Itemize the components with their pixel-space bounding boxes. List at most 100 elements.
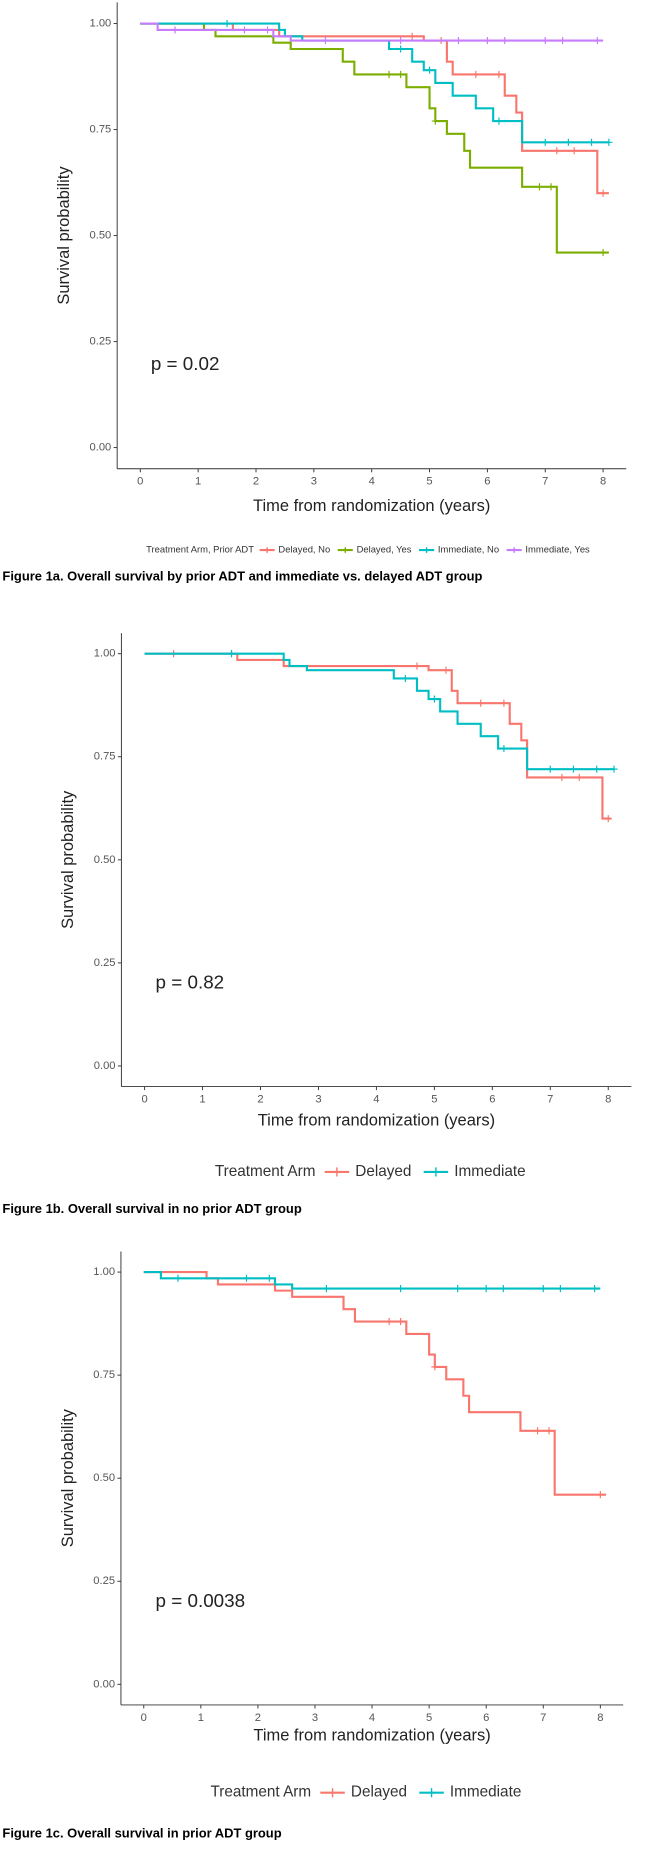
legend-label: Delayed, Yes [357, 544, 412, 555]
censor-mark [593, 765, 601, 773]
x-tick-label: 0 [137, 476, 143, 488]
censor-mark [430, 695, 438, 703]
censor-mark [431, 117, 439, 125]
legend: Treatment Arm Delayed Immediate [215, 1163, 526, 1180]
legend-swatch-mark [423, 547, 430, 553]
legend-label: Immediate, Yes [525, 544, 590, 555]
x-tick-label: 2 [255, 1712, 261, 1724]
x-tick-label: 7 [540, 1712, 546, 1724]
y-tick-label: 0.50 [94, 854, 116, 866]
y-tick-label: 1.00 [90, 18, 112, 30]
y-tick-label: 0.75 [94, 751, 116, 763]
censor-mark [385, 70, 393, 78]
y-tick-label: 0.25 [94, 957, 116, 969]
p-value: p = 0.0038 [156, 1590, 246, 1611]
survival-curve [140, 22, 604, 42]
censor-mark [499, 1285, 507, 1293]
y-tick-label: 1.00 [94, 648, 116, 660]
censor-mark [495, 117, 503, 125]
censor-mark [454, 1285, 462, 1293]
legend-label: Immediate, No [438, 544, 499, 555]
censor-mark [604, 815, 612, 823]
y-tick-label: 0.00 [93, 1678, 115, 1690]
legend-swatch-mark [264, 547, 270, 553]
censor-mark [472, 70, 480, 78]
censor-mark [264, 26, 272, 34]
censor-mark [587, 138, 596, 146]
p-value: p = 0.82 [156, 971, 225, 992]
censor-mark [477, 699, 485, 707]
censor-mark [397, 1318, 405, 1326]
censor-mark [559, 36, 567, 45]
censor-mark [426, 66, 434, 74]
legend-title: Treatment Arm, Prior ADT [146, 544, 254, 555]
legend-swatch-mark [332, 1167, 342, 1177]
survival-curve [143, 1271, 607, 1496]
x-tick-label: 5 [426, 476, 432, 488]
censor-mark [610, 765, 618, 773]
x-axis-label: Time from randomization (years) [258, 1112, 495, 1130]
censor-mark [556, 1285, 564, 1293]
x-tick-label: 5 [431, 1093, 437, 1105]
censor-mark [397, 45, 405, 53]
x-tick-label: 7 [547, 1093, 553, 1105]
caption: Figure 1a. Overall survival by prior ADT… [2, 569, 482, 584]
x-tick-label: 8 [605, 1093, 611, 1105]
censor-mark [321, 36, 329, 45]
censor-mark [500, 699, 508, 707]
y-axis-label: Survival probability [59, 790, 77, 929]
x-tick-label: 1 [199, 1093, 205, 1105]
y-tick-label: 0.75 [90, 124, 112, 136]
censor-mark [322, 1285, 330, 1293]
caption: Figure 1c. Overall survival in prior ADT… [2, 1825, 281, 1840]
x-axis-label: Time from randomization (years) [253, 1727, 490, 1745]
x-tick-label: 3 [315, 1093, 321, 1105]
censor-mark [397, 70, 405, 78]
x-tick-label: 0 [141, 1093, 147, 1105]
x-tick-label: 6 [484, 476, 490, 488]
survival-curve [140, 22, 609, 195]
legend-swatch-mark [342, 547, 349, 553]
survival-curve [144, 652, 615, 771]
censor-mark [171, 26, 179, 34]
legend-label: Immediate [450, 1784, 521, 1801]
censor-mark [591, 1285, 599, 1293]
legend-label: Delayed, No [278, 544, 330, 555]
x-tick-label: 4 [369, 476, 375, 488]
legend-title: Treatment Arm [211, 1784, 312, 1801]
censor-mark [553, 147, 561, 155]
censor-mark [575, 773, 583, 781]
censor-mark [408, 32, 416, 40]
censor-mark [570, 147, 578, 155]
censor-mark [541, 36, 549, 45]
y-tick-label: 0.00 [94, 1060, 116, 1072]
legend-label: Immediate [454, 1163, 525, 1180]
legend-swatch-mark [426, 1788, 437, 1798]
censor-mark [546, 765, 554, 773]
censor-mark [401, 674, 409, 682]
censor-mark [454, 36, 463, 45]
x-tick-label: 6 [489, 1093, 495, 1105]
censor-mark [569, 765, 577, 773]
censor-mark [385, 1318, 393, 1326]
y-axis-label: Survival probability [55, 166, 73, 305]
censor-mark [442, 666, 450, 674]
y-tick-label: 0.50 [90, 230, 112, 242]
x-tick-label: 6 [483, 1712, 489, 1724]
x-tick-label: 2 [253, 476, 259, 488]
censor-mark [265, 1274, 273, 1282]
legend: Treatment Arm Delayed Immediate [211, 1784, 522, 1801]
censor-mark [605, 138, 613, 146]
legend-swatch-mark [431, 1167, 441, 1177]
y-tick-label: 0.25 [93, 1575, 115, 1587]
censor-mark [223, 20, 231, 28]
legend: Treatment Arm, Prior ADT Delayed, No Delay… [146, 544, 590, 555]
censor-mark [397, 1285, 405, 1293]
censor-mark [564, 138, 572, 146]
censor-mark [534, 1427, 542, 1435]
censor-mark [242, 1274, 251, 1282]
y-tick-label: 0.00 [90, 442, 112, 454]
censor-mark [174, 1274, 182, 1282]
censor-mark [501, 36, 509, 45]
